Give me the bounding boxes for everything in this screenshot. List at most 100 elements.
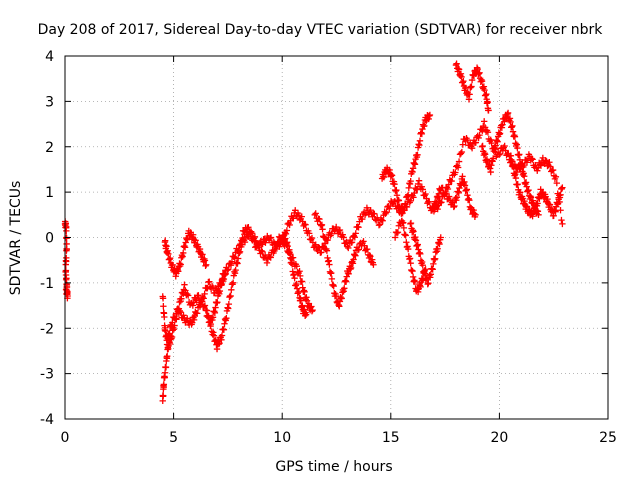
- data-point: [168, 333, 176, 341]
- data-point: [496, 130, 504, 137]
- data-point: [458, 148, 466, 156]
- data-point: [557, 207, 564, 214]
- data-point: [379, 217, 386, 224]
- data-point: [514, 144, 521, 152]
- data-point: [480, 118, 488, 125]
- data-point: [178, 295, 185, 302]
- data-point: [316, 215, 323, 223]
- data-point: [204, 314, 212, 321]
- x-tick-label: 20: [490, 430, 508, 446]
- data-point: [160, 392, 167, 399]
- data-point: [495, 151, 503, 159]
- data-point: [271, 247, 278, 255]
- data-point: [166, 330, 173, 337]
- y-tick-label: -4: [40, 412, 54, 428]
- data-point: [199, 293, 206, 301]
- data-point: [453, 193, 461, 201]
- data-point: [409, 165, 417, 172]
- data-point: [206, 278, 213, 285]
- data-point: [341, 285, 348, 292]
- data-point: [319, 226, 326, 233]
- data-point: [286, 221, 293, 229]
- series-arc-l: [452, 60, 492, 114]
- data-point: [417, 250, 424, 258]
- data-point: [267, 234, 275, 241]
- data-point: [203, 307, 211, 314]
- data-point: [355, 246, 363, 253]
- data-point: [251, 233, 259, 241]
- data-point: [220, 326, 228, 333]
- series-arc-f: [279, 232, 310, 319]
- data-point: [433, 199, 440, 207]
- data-point: [518, 161, 525, 169]
- data-point: [343, 238, 350, 246]
- data-point: [230, 253, 237, 260]
- data-point: [409, 267, 416, 275]
- data-point: [163, 341, 171, 348]
- data-point: [62, 261, 70, 268]
- data-point: [400, 224, 408, 232]
- data-point: [355, 224, 362, 231]
- data-point: [332, 292, 340, 300]
- data-point: [476, 69, 483, 76]
- data-point: [534, 167, 541, 174]
- data-point: [367, 253, 374, 260]
- data-point: [410, 194, 417, 201]
- data-point: [177, 261, 184, 268]
- data-point: [63, 247, 70, 254]
- data-point: [407, 259, 414, 267]
- data-point: [252, 237, 260, 245]
- data-point: [402, 200, 409, 208]
- data-point: [259, 240, 266, 248]
- data-point: [330, 282, 337, 290]
- data-point: [193, 310, 201, 317]
- data-point: [507, 152, 515, 159]
- data-point: [328, 275, 336, 283]
- data-point: [367, 206, 374, 214]
- data-point: [168, 322, 175, 330]
- series-arc-i: [391, 111, 434, 241]
- data-point: [427, 271, 435, 278]
- data-point: [383, 209, 390, 216]
- series-arc-g: [311, 210, 377, 310]
- data-point: [210, 332, 218, 339]
- data-point: [62, 286, 70, 293]
- data-point: [321, 234, 328, 241]
- data-point: [481, 86, 488, 94]
- data-point: [394, 229, 402, 236]
- series-arc-e: [202, 224, 316, 353]
- data-point: [468, 144, 476, 152]
- data-point: [419, 186, 426, 193]
- series-arc-k: [428, 173, 479, 221]
- data-point: [370, 261, 377, 268]
- data-point: [468, 83, 475, 90]
- data-point: [552, 173, 560, 181]
- data-point: [475, 134, 482, 142]
- data-point: [231, 254, 238, 261]
- data-point: [543, 158, 550, 165]
- data-point: [164, 352, 171, 360]
- data-point: [286, 249, 293, 256]
- data-point: [222, 270, 229, 277]
- data-point: [382, 210, 389, 217]
- data-point: [529, 156, 536, 163]
- data-point: [309, 306, 316, 314]
- x-tick-label: 10: [273, 430, 291, 446]
- data-point: [321, 240, 329, 247]
- data-point: [162, 363, 170, 371]
- y-tick-label: 1: [45, 185, 54, 201]
- data-point: [558, 216, 565, 224]
- data-point: [397, 220, 404, 228]
- data-point: [553, 179, 561, 187]
- y-tick-label: -1: [40, 276, 54, 292]
- data-point: [328, 230, 335, 238]
- data-point: [484, 129, 492, 136]
- data-point: [411, 189, 418, 197]
- data-point: [512, 174, 520, 182]
- data-point: [375, 221, 383, 229]
- data-point: [404, 191, 412, 198]
- data-point: [351, 234, 359, 241]
- data-point: [371, 210, 378, 218]
- data-point: [223, 314, 230, 322]
